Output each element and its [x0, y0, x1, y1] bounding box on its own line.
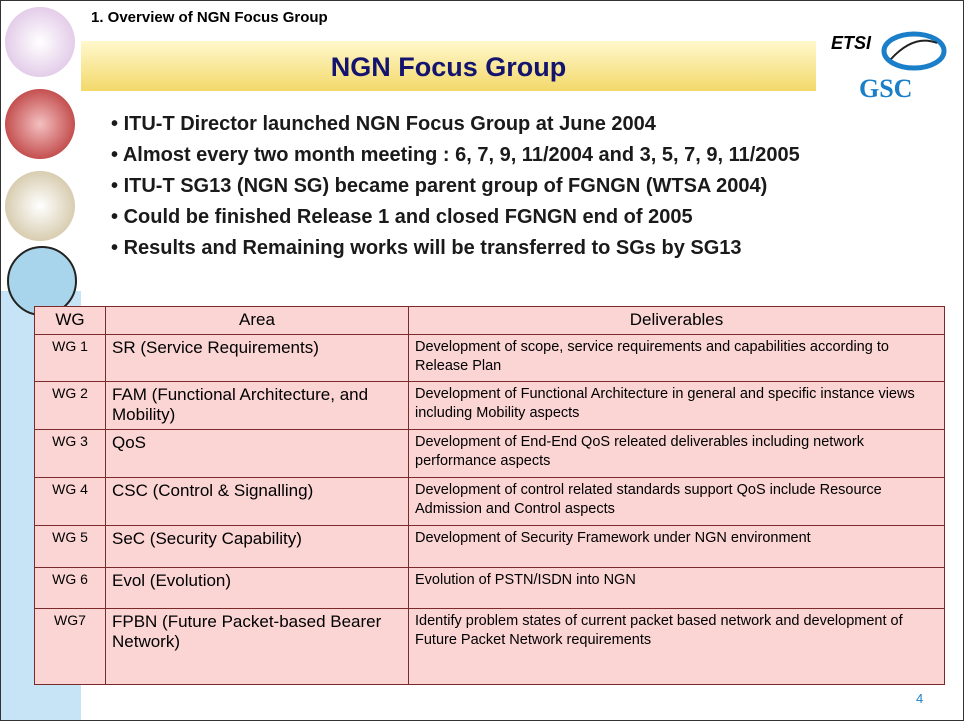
bullet: • ITU-T SG13 (NGN SG) became parent grou…	[111, 175, 768, 197]
table-row: WG7 FPBN (Future Packet-based Bearer Netw…	[34, 608, 945, 685]
logo-text: GSC	[859, 74, 913, 103]
table-cell: Development of scope, service requiremen…	[408, 334, 945, 382]
bullet: • Results and Remaining works will be tr…	[111, 237, 742, 259]
table-cell: WG 3	[34, 429, 106, 478]
table-cell: Evolution of PSTN/ISDN into NGN	[408, 567, 945, 609]
column-header: Area	[105, 306, 409, 335]
table-row: WG 6 Evol (Evolution) Evolution of PSTN/IS…	[34, 567, 945, 609]
bullet: • Almost every two month meeting : 6, 7,…	[111, 144, 800, 166]
table-cell: FAM (Functional Architecture, and Mobili…	[105, 381, 409, 430]
decor-circle	[5, 89, 75, 159]
table-cell: Development of control related standards…	[408, 477, 945, 526]
table-cell: FPBN (Future Packet-based Bearer Network…	[105, 608, 409, 685]
table-row: WG 5 SeC (Security Capability) Development…	[34, 525, 945, 568]
table-cell: Development of Functional Architecture i…	[408, 381, 945, 430]
bullet-text: ITU-T SG13 (NGN SG) became parent group …	[123, 175, 768, 197]
bullet-text: Results and Remaining works will be tran…	[123, 237, 742, 259]
decor-circle	[5, 171, 75, 241]
table-cell: SR (Service Requirements)	[105, 334, 409, 382]
decor-circle	[7, 246, 77, 316]
column-header: WG	[34, 306, 106, 335]
table-cell: SeC (Security Capability)	[105, 525, 409, 568]
table-row: WG 2 FAM (Functional Architecture, and Mo…	[34, 381, 945, 430]
bullet: • ITU-T Director launched NGN Focus Grou…	[111, 113, 656, 135]
table-row: WG 4 CSC (Control & Signalling) Developmen…	[34, 477, 945, 526]
logo-mark	[881, 31, 947, 71]
bullet-text: Almost every two month meeting : 6, 7, 9…	[122, 144, 800, 166]
table-cell: Evol (Evolution)	[105, 567, 409, 609]
table-row: WG 3 QoS Development of End-End QoS releat…	[34, 429, 945, 478]
table-cell: WG 2	[34, 381, 106, 430]
bullet-text: Could be finished Release 1 and closed F…	[123, 206, 693, 228]
slide-title: NGN Focus Group	[330, 52, 567, 82]
bullet: • Could be finished Release 1 and closed…	[111, 206, 693, 228]
decor-circle	[5, 7, 75, 77]
table-cell: Development of End-End QoS releated deli…	[408, 429, 945, 478]
table-cell: Development of Security Framework under …	[408, 525, 945, 568]
table-cell: CSC (Control & Signalling)	[105, 477, 409, 526]
table-cell: WG 4	[34, 477, 106, 526]
table-header: WG Area Deliverables	[34, 306, 945, 335]
column-header: Deliverables	[408, 306, 945, 335]
table-row: WG 1 SR (Service Requirements) Development…	[34, 334, 945, 382]
section-heading: 1. Overview of NGN Focus Group	[91, 9, 328, 26]
wg-table: WG Area Deliverables WG 1 SR (Service Requir…	[34, 306, 945, 685]
table-cell: WG7	[34, 608, 106, 685]
table-cell: WG 1	[34, 334, 106, 382]
page-number: 4	[916, 691, 924, 706]
bullet-list: • ITU-T Director launched NGN Focus Grou…	[111, 109, 800, 264]
logo-text: ETSI	[831, 33, 872, 53]
table-cell: WG 5	[34, 525, 106, 568]
bullet-text: ITU-T Director launched NGN Focus Group …	[123, 113, 656, 135]
table-cell: Identify problem states of current packe…	[408, 608, 945, 685]
table-cell: WG 6	[34, 567, 106, 609]
table-cell: QoS	[105, 429, 409, 478]
title-bar	[81, 41, 816, 91]
